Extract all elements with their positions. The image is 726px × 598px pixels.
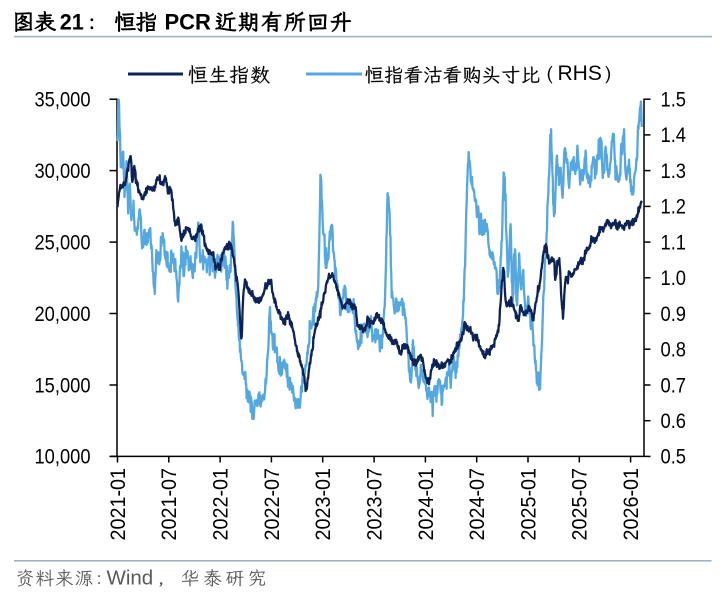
svg-text:0.6: 0.6	[661, 409, 687, 433]
svg-text:20,000: 20,000	[35, 302, 91, 326]
svg-text:35,000: 35,000	[35, 88, 91, 112]
svg-text:PCR: PCR	[165, 9, 212, 34]
svg-text:0.5: 0.5	[661, 445, 687, 469]
svg-text:2022-01: 2022-01	[209, 468, 233, 541]
svg-text:2023-01: 2023-01	[311, 468, 335, 541]
svg-text:1.3: 1.3	[661, 159, 687, 183]
svg-text:30,000: 30,000	[35, 159, 91, 183]
svg-text:1.4: 1.4	[661, 123, 687, 147]
svg-text:RHS: RHS	[558, 62, 602, 85]
svg-text:0.9: 0.9	[661, 302, 687, 326]
svg-text:2023-07: 2023-07	[363, 468, 387, 541]
svg-text:2024-01: 2024-01	[414, 468, 438, 541]
svg-text:1.2: 1.2	[661, 195, 687, 219]
svg-text:1.5: 1.5	[661, 88, 687, 112]
svg-text:0.8: 0.8	[661, 338, 687, 362]
svg-text:10,000: 10,000	[35, 445, 91, 469]
svg-text:Wind: Wind	[107, 566, 154, 589]
svg-text:21: 21	[60, 9, 84, 34]
svg-text:2021-07: 2021-07	[157, 468, 181, 541]
svg-text:2022-07: 2022-07	[260, 468, 284, 541]
svg-text:2024-07: 2024-07	[465, 468, 489, 541]
svg-text:0.7: 0.7	[661, 373, 687, 397]
svg-text:2021-01: 2021-01	[106, 468, 130, 541]
svg-text:15,000: 15,000	[35, 373, 91, 397]
svg-text:1.1: 1.1	[661, 230, 687, 254]
svg-text:2026-01: 2026-01	[619, 468, 643, 541]
svg-text:2025-01: 2025-01	[517, 468, 541, 541]
svg-text:2025-07: 2025-07	[568, 468, 592, 541]
svg-text:1.0: 1.0	[661, 266, 687, 290]
svg-text:25,000: 25,000	[35, 230, 91, 254]
